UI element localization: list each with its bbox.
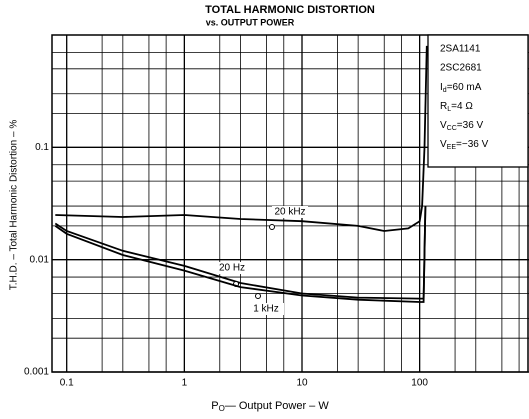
series-line [54, 206, 427, 303]
x-tick-label: 1 [182, 378, 188, 389]
series-line [54, 206, 427, 300]
info-text-part: V [440, 120, 447, 131]
y-axis-label: T.H.D. – Total Harmonic Distortion – % [9, 120, 20, 291]
info-text: Id=60 mA [440, 82, 482, 94]
info-text-part: =−36 V [456, 139, 489, 150]
chart-title: TOTAL HARMONIC DISTORTION [205, 4, 375, 16]
info-box [427, 34, 529, 168]
info-text-part: =36 V [457, 120, 484, 131]
x-axis-label: PO— Output Power – W [211, 400, 329, 413]
series-line [55, 45, 428, 232]
x-tick-label: 10 [296, 378, 308, 389]
y-tick-label: 0.01 [30, 254, 50, 265]
x-tick-label: 0.1 [60, 378, 74, 389]
plot-frame [51, 34, 529, 373]
y-tick-label: 0.1 [35, 142, 49, 153]
x-tick-label: 100 [411, 378, 428, 389]
info-text: VEE=−36 V [440, 139, 489, 151]
chart-subtitle: vs. OUTPUT POWER [206, 17, 295, 27]
info-text-part: =4 Ω [451, 101, 473, 112]
label-marker [269, 224, 275, 230]
info-text-sub: L [447, 106, 451, 113]
y-tick-label: 0.001 [24, 367, 49, 378]
info-text-part: R [440, 101, 447, 112]
label-bg [248, 303, 284, 315]
info-text-part: =60 mA [447, 82, 482, 93]
series-label: 20 Hz [219, 263, 245, 274]
info-text: VCC=36 V [440, 120, 484, 132]
series-label: 20 kHz [274, 207, 305, 218]
info-text-sub: d [443, 87, 447, 94]
info-text-part: I [440, 82, 443, 93]
info-text: 2SC2681 [440, 63, 482, 74]
info-text-sub: CC [447, 125, 457, 132]
label-bg [214, 262, 250, 274]
info-text-part: V [440, 139, 447, 150]
label-bg [272, 206, 308, 218]
label-marker [255, 293, 261, 299]
series-label: 1 kHz [253, 304, 279, 315]
info-text: RL=4 Ω [440, 101, 473, 113]
info-text: 2SA1141 [440, 44, 481, 55]
info-text-sub: EE [447, 144, 457, 151]
